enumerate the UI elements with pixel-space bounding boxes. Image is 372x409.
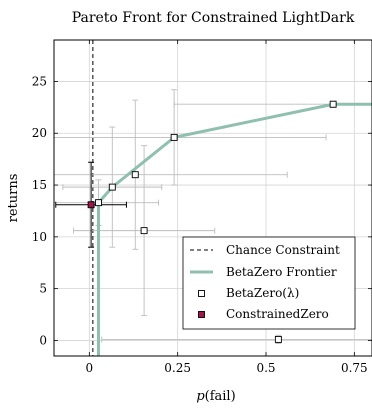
betazero-point	[131, 171, 139, 179]
y-tick-label: 15	[32, 178, 47, 192]
constrainedzero-point	[87, 201, 95, 209]
plot-frame	[53, 39, 372, 357]
legend-box	[182, 236, 356, 330]
betazero-point	[95, 199, 102, 207]
betazero-point	[108, 183, 116, 191]
y-tick-label: 10	[32, 230, 47, 244]
betazero-point	[140, 227, 148, 235]
y-tick-label: 20	[32, 126, 47, 140]
x-tick-label: 0.25	[164, 361, 191, 375]
x-tick-label: 0	[86, 361, 94, 375]
x-axis-label: p(fail)	[196, 389, 235, 404]
betazero-point	[329, 100, 337, 108]
betazero-point	[274, 335, 282, 343]
axis-ticks: 0 0.25 0.5 0.75 0 5 10 15 20 25	[32, 40, 372, 375]
legend: Chance Constraint BetaZero Frontier Beta…	[182, 236, 356, 330]
legend-chance-label: Chance Constraint	[226, 243, 340, 257]
legend-constrained-label: ConstrainedZero	[226, 307, 329, 321]
y-tick-label: 25	[32, 74, 47, 88]
data-points	[87, 100, 337, 343]
legend-betazero-swatch	[198, 290, 205, 297]
y-tick-label: 0	[39, 333, 47, 347]
x-tick-label: 0.5	[256, 361, 275, 375]
y-axis-label: returns	[6, 174, 21, 223]
y-tick-label: 5	[39, 282, 47, 296]
frontier-line-group	[97, 102, 372, 356]
betazero-point	[170, 133, 178, 141]
x-tick-label: 0.75	[341, 361, 368, 375]
legend-frontier-label: BetaZero Frontier	[226, 265, 337, 279]
chart-title: Pareto Front for Constrained LightDark	[72, 10, 355, 26]
legend-constrained-swatch	[198, 311, 205, 318]
frontier-line	[97, 102, 372, 356]
legend-betazero-label: BetaZero(λ)	[226, 286, 299, 300]
